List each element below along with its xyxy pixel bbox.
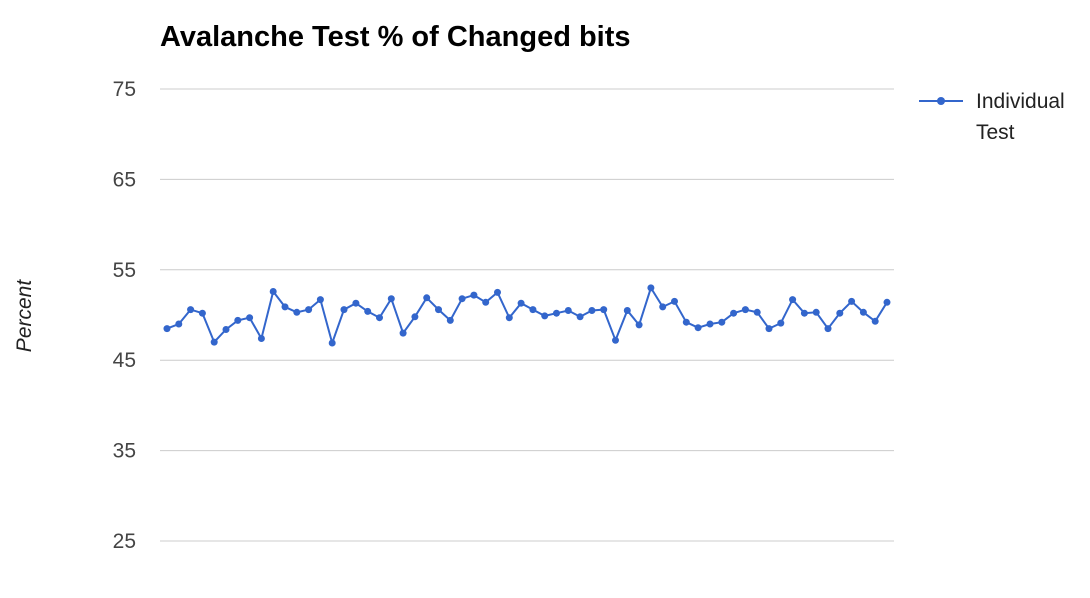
data-point[interactable] — [623, 307, 631, 314]
data-point[interactable] — [411, 313, 419, 321]
data-point[interactable] — [659, 303, 667, 311]
series-line — [166, 285, 888, 347]
data-point[interactable] — [848, 297, 856, 305]
data-point[interactable] — [635, 321, 643, 329]
data-point[interactable] — [647, 284, 655, 292]
data-point[interactable] — [812, 308, 820, 316]
data-point[interactable] — [293, 308, 301, 316]
data-point[interactable] — [316, 296, 324, 304]
data-point[interactable] — [612, 336, 619, 344]
legend-label-line-1: Individual — [976, 90, 1065, 113]
data-point[interactable] — [340, 306, 348, 314]
data-point[interactable] — [564, 307, 572, 314]
data-point[interactable] — [387, 295, 395, 303]
data-point[interactable] — [399, 329, 407, 337]
legend-label-line-2: Test — [976, 121, 1015, 144]
data-point[interactable] — [553, 309, 560, 317]
y-axis-label: Percent — [13, 279, 36, 353]
legend-swatch-dot — [937, 97, 945, 105]
y-axis-ticks: 25 35 45 55 65 75 — [113, 78, 136, 553]
data-point[interactable] — [765, 325, 773, 333]
data-point[interactable] — [328, 339, 336, 347]
data-point[interactable] — [529, 306, 537, 314]
y-tick-label: 25 — [113, 530, 136, 553]
data-point[interactable] — [423, 294, 431, 302]
legend[interactable]: Individual Test — [919, 90, 1065, 144]
data-point[interactable] — [505, 314, 513, 322]
data-point[interactable] — [234, 316, 242, 324]
data-point[interactable] — [257, 335, 265, 342]
data-point[interactable] — [671, 297, 678, 305]
data-point[interactable] — [871, 317, 879, 325]
data-point[interactable] — [600, 306, 608, 314]
data-point[interactable] — [305, 306, 313, 314]
data-point[interactable] — [789, 296, 797, 304]
data-point[interactable] — [187, 306, 195, 314]
data-point[interactable] — [541, 312, 549, 320]
data-point[interactable] — [446, 316, 454, 324]
y-tick-label: 75 — [113, 78, 136, 101]
data-point[interactable] — [210, 338, 218, 346]
data-point[interactable] — [352, 299, 360, 307]
data-point[interactable] — [718, 318, 726, 326]
data-point[interactable] — [246, 314, 254, 322]
data-point[interactable] — [836, 309, 844, 317]
data-point[interactable] — [576, 313, 584, 321]
y-tick-label: 65 — [113, 168, 136, 191]
data-point[interactable] — [494, 288, 501, 296]
data-point[interactable] — [269, 288, 277, 295]
data-point[interactable] — [435, 306, 442, 314]
y-tick-label: 55 — [113, 259, 136, 282]
data-point[interactable] — [458, 295, 466, 303]
data-point[interactable] — [883, 298, 891, 306]
data-point[interactable] — [588, 307, 596, 314]
data-point[interactable] — [376, 314, 383, 322]
gridlines — [160, 88, 894, 542]
data-point[interactable] — [517, 299, 525, 307]
data-point[interactable] — [800, 309, 808, 317]
data-point[interactable] — [682, 318, 690, 326]
data-point[interactable] — [730, 309, 738, 317]
data-point[interactable] — [824, 325, 832, 333]
data-point[interactable] — [741, 306, 749, 314]
chart-title: Avalanche Test % of Changed bits — [160, 21, 631, 53]
data-point[interactable] — [364, 307, 372, 315]
data-point[interactable] — [281, 303, 289, 311]
data-point[interactable] — [753, 308, 761, 316]
data-point[interactable] — [222, 326, 230, 333]
data-point[interactable] — [175, 320, 183, 328]
y-tick-label: 45 — [113, 349, 136, 372]
data-point[interactable] — [163, 325, 171, 333]
data-point[interactable] — [859, 308, 867, 316]
series-individual-test — [163, 284, 891, 347]
data-point[interactable] — [470, 291, 478, 299]
y-tick-label: 35 — [113, 440, 136, 463]
data-point[interactable] — [198, 309, 206, 317]
data-point[interactable] — [482, 298, 490, 306]
data-point[interactable] — [706, 320, 714, 328]
data-point[interactable] — [694, 324, 702, 332]
data-point[interactable] — [777, 319, 785, 327]
